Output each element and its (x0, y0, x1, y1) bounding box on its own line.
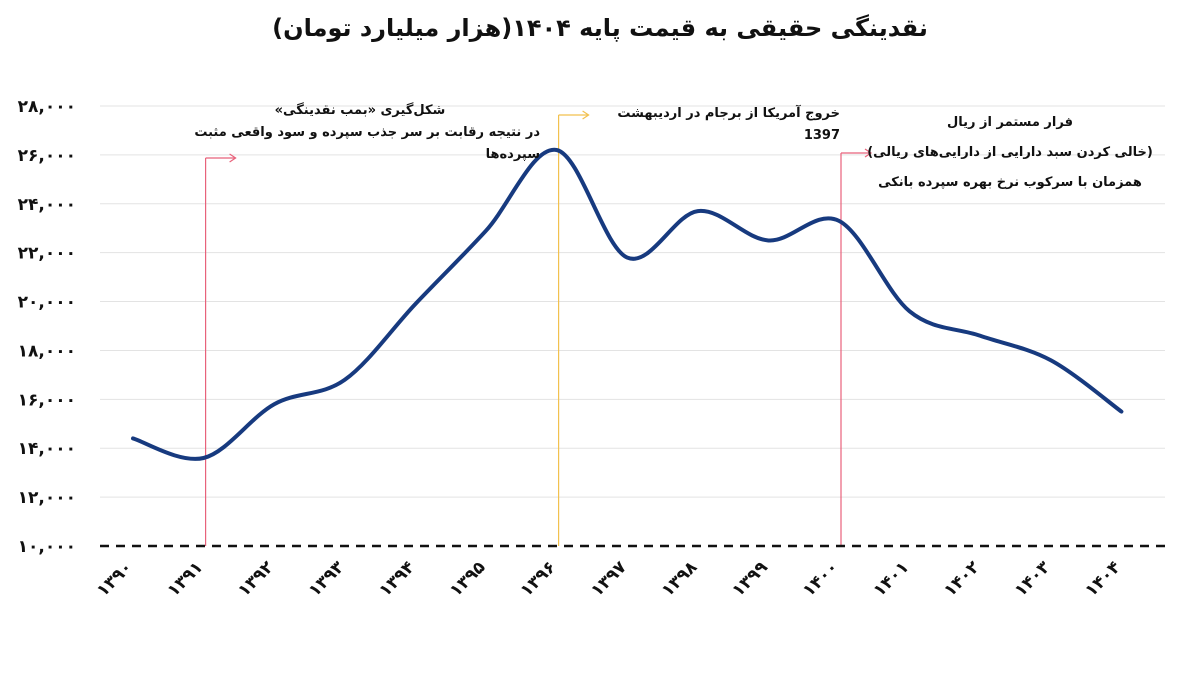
x-tick-label: ۱۳۹۵ (446, 557, 489, 600)
annotation-jcpoa-exit: خروج آمریکا از برجام در اردیبهشت 1397 (590, 103, 840, 147)
y-tick-label: ۱۲,۰۰۰ (18, 488, 76, 508)
x-tick-label: ۱۳۹۸ (658, 557, 702, 601)
x-tick-label: ۱۳۹۹ (728, 557, 772, 601)
series-line (131, 147, 1124, 461)
x-tick-label: ۱۴۰۱ (870, 557, 913, 600)
y-tick-label: ۱۶,۰۰۰ (18, 390, 76, 410)
y-tick-label: ۱۰,۰۰۰ (18, 537, 76, 557)
y-tick-label: ۱۴,۰۰۰ (18, 439, 76, 459)
annotation-arrow-head (582, 110, 590, 120)
y-axis-tick-labels: ۱۰,۰۰۰ ۱۲,۰۰۰ ۱۴,۰۰۰ ۱۶,۰۰۰ ۱۸,۰۰۰ ۲۰,۰۰۰ ۲۲,۰… (18, 97, 76, 557)
y-tick-label: ۲۸,۰۰۰ (18, 97, 76, 117)
x-tick-label: ۱۳۹۴ (375, 557, 418, 600)
annotation-jcpoa-exit-text: خروج آمریکا از برجام در اردیبهشت 1397 (617, 106, 840, 143)
annotation-markers (205, 110, 873, 546)
annotation-arrow-head (229, 153, 237, 163)
x-tick-label: ۱۴۰۲ (940, 557, 984, 601)
grid-lines (100, 105, 1165, 498)
y-tick-label: ۱۸,۰۰۰ (18, 341, 76, 361)
x-tick-label: ۱۳۹۶ (517, 557, 560, 600)
chart-title: نقدینگی حقیقی به قیمت پایه ۱۴۰۴(هزار میل… (272, 14, 928, 42)
annotation-rial-flight: فرار مستمر از ریال (خالی کردن سبد دارایی… (860, 108, 1160, 198)
y-tick-label: ۲۲,۰۰۰ (18, 244, 76, 264)
x-tick-label: ۱۳۹۳ (305, 557, 349, 601)
y-tick-label: ۲۴,۰۰۰ (18, 195, 76, 215)
annotation-liquidity-bomb: شکل‌گیری «بمب نقدینگی» در نتیجه رقابت بر… (180, 100, 540, 166)
annotation-arrow-head (864, 148, 873, 158)
y-tick-label: ۲۰,۰۰۰ (18, 293, 76, 313)
x-tick-label: ۱۴۰۳ (1011, 557, 1055, 601)
x-tick-label: ۱۳۹۱ (164, 557, 207, 600)
x-tick-label: ۱۴۰۴ (1081, 557, 1124, 600)
x-axis-tick-labels: ۱۳۹۰ ۱۳۹۱ ۱۳۹۲ ۱۳۹۳ ۱۳۹۴ ۱۳۹۵ ۱۳۹۶ ۱۳۹۷ ۱۳۹۸ ۱۳۹۹… (93, 557, 1125, 601)
x-tick-label: ۱۴۰۰ (799, 557, 842, 600)
y-tick-label: ۲۶,۰۰۰ (18, 146, 76, 166)
x-tick-label: ۱۳۹۲ (234, 557, 278, 601)
annotation-rial-flight-detail: (خالی کردن سبد دارایی از دارایی‌های ریال… (867, 145, 1153, 160)
annotation-liquidity-bomb-detail: در نتیجه رقابت بر سر جذب سپرده و سود واق… (194, 125, 540, 162)
annotation-rial-flight-title: فرار مستمر از ریال (947, 115, 1073, 130)
x-tick-label: ۱۳۹۰ (93, 557, 136, 600)
annotation-liquidity-bomb-title: شکل‌گیری «بمب نقدینگی» (274, 103, 446, 118)
annotation-rial-flight-note: همزمان با سرکوب نرخ بهره سپرده بانکی (878, 175, 1142, 190)
x-tick-label: ۱۳۹۷ (587, 557, 631, 601)
